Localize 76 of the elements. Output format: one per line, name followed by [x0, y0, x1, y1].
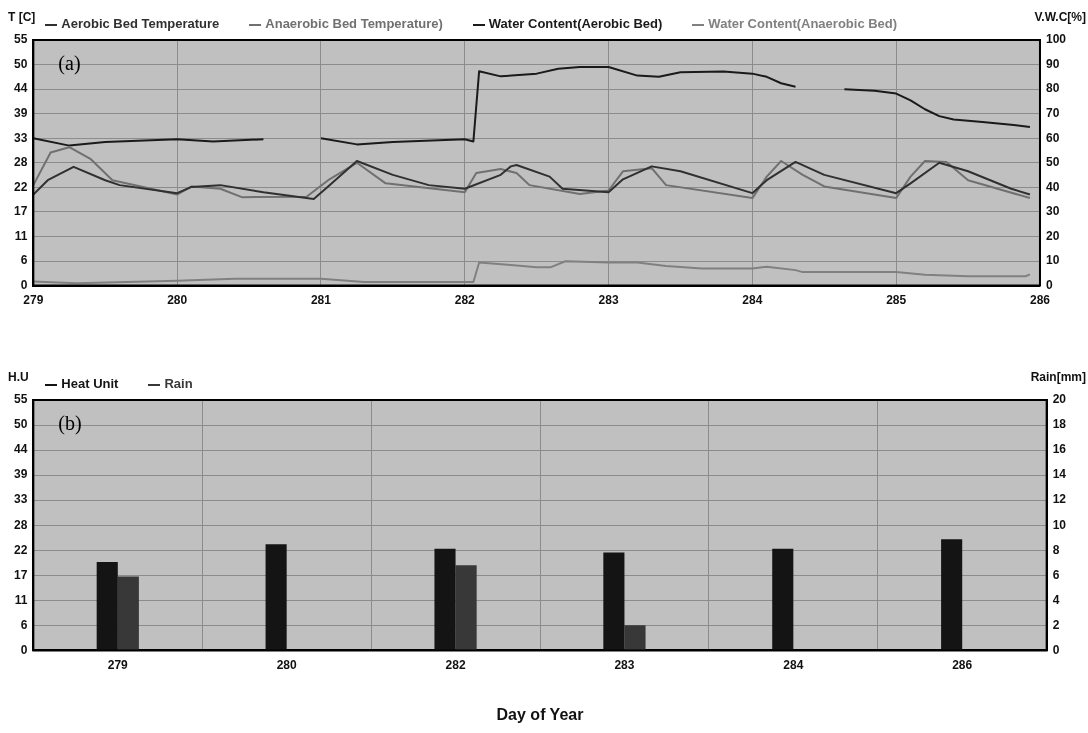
legend-label: Heat Unit [60, 376, 119, 391]
y-tick-label: 55 [13, 392, 28, 407]
x-tick-label: 286 [952, 657, 973, 672]
y-tick-label: 33 [13, 130, 28, 145]
x-tick-label: 279 [23, 293, 44, 308]
y-tick-label: 22 [13, 542, 28, 557]
bar [265, 544, 287, 650]
y-tick-label: 33 [13, 492, 28, 507]
y2-tick-label: 20 [1052, 392, 1067, 407]
legend-label: Anaerobic Bed Temperature) [264, 16, 443, 31]
y2-tick-label: 10 [1045, 253, 1060, 268]
y-tick-label: 17 [13, 204, 28, 219]
y2-tick-label: 16 [1052, 442, 1067, 457]
y2-tick-label: 100 [1045, 32, 1067, 47]
x-tick-label: 280 [276, 657, 298, 672]
bar [624, 625, 646, 651]
y-tick-label: 50 [13, 56, 28, 71]
y2-tick-label: 6 [1052, 567, 1060, 582]
y-tick-label: 6 [20, 617, 28, 632]
bar [772, 548, 794, 650]
y2-tick-label: 12 [1052, 492, 1067, 507]
x-tick-label: 284 [742, 293, 763, 308]
x-tick-label: 282 [454, 293, 476, 308]
x-tick-label: 279 [107, 657, 129, 672]
y2-tick-label: 80 [1045, 81, 1060, 96]
y2-tick-label: 50 [1045, 155, 1060, 170]
y-tick-label: 17 [13, 567, 28, 582]
y2-tick-label: 0 [1045, 277, 1053, 292]
y-tick-label: 28 [13, 517, 28, 532]
y-tick-label: 39 [13, 105, 28, 120]
annotation: (b) [58, 412, 82, 435]
x-tick-label: 280 [167, 293, 188, 308]
y-tick-label: 44 [13, 442, 28, 457]
y2-tick-label: 60 [1045, 130, 1060, 145]
x-tick-label: 283 [598, 293, 619, 308]
y-tick-label: 0 [20, 642, 28, 657]
y-tick-label: 55 [13, 32, 28, 47]
legend-label: Aerobic Bed Temperature [60, 16, 220, 31]
x-tick-label: 283 [614, 657, 635, 672]
y2-tick-label: 4 [1052, 592, 1060, 607]
y-tick-label: 39 [13, 467, 28, 482]
y2-tick-label: 10 [1052, 517, 1067, 532]
y2-tick-label: 18 [1052, 417, 1067, 432]
y2-tick-label: 40 [1045, 179, 1060, 194]
y-axis-title: T [C] [8, 10, 36, 24]
annotation: (a) [58, 52, 81, 75]
y-tick-label: 22 [13, 179, 28, 194]
y-tick-label: 28 [13, 155, 28, 170]
x-tick-label: 286 [1029, 293, 1051, 308]
y2-tick-label: 20 [1045, 228, 1060, 243]
x-axis-title: Day of Year [496, 705, 584, 723]
x-tick-label: 281 [310, 293, 332, 308]
y2-axis-title: Rain[mm] [1030, 370, 1086, 384]
y-tick-label: 0 [20, 277, 28, 292]
y-tick-label: 44 [13, 81, 28, 96]
y-tick-label: 11 [14, 592, 28, 607]
y2-tick-label: 14 [1052, 467, 1067, 482]
bar [941, 539, 963, 650]
legend-label: Water Content(Aerobic Bed) [487, 16, 663, 31]
x-tick-label: 285 [886, 293, 907, 308]
y2-tick-label: 2 [1052, 617, 1060, 632]
y-tick-label: 11 [14, 228, 28, 243]
y-tick-label: 6 [20, 253, 28, 268]
y2-tick-label: 8 [1052, 542, 1060, 557]
y2-tick-label: 30 [1045, 204, 1060, 219]
bar [603, 552, 625, 650]
x-tick-label: 282 [445, 657, 466, 672]
y2-axis-title: V.W.C[%] [1034, 10, 1086, 24]
legend-label: Rain [163, 376, 193, 391]
y-tick-label: 50 [13, 417, 28, 432]
legend-label: Water Content(Anaerobic Bed) [707, 16, 898, 31]
y-axis-title: H.U [8, 370, 29, 384]
y2-tick-label: 90 [1045, 56, 1060, 71]
x-tick-label: 284 [783, 657, 804, 672]
y2-tick-label: 0 [1052, 642, 1060, 657]
y2-tick-label: 70 [1045, 105, 1060, 120]
